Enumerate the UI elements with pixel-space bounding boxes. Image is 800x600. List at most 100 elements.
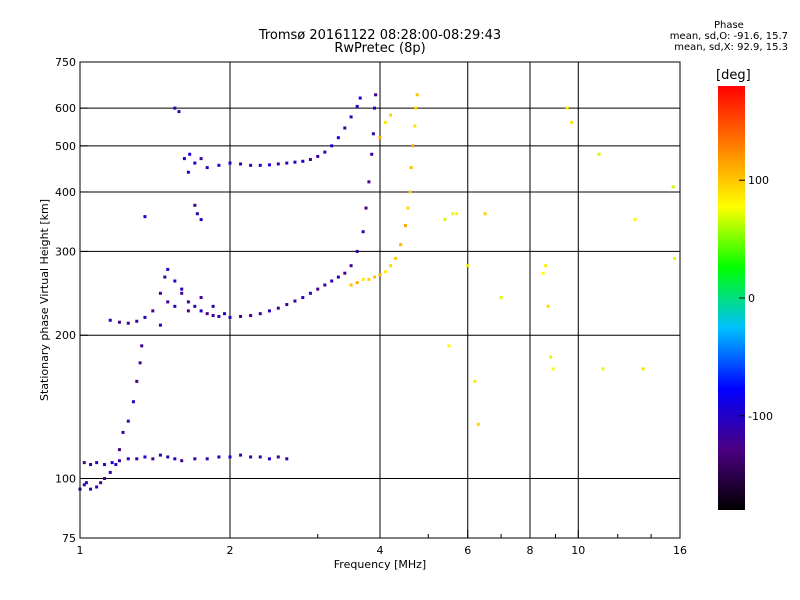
echo-point: [367, 180, 371, 184]
echo-point: [308, 157, 312, 161]
echo-point: [403, 224, 407, 228]
echo-point: [383, 270, 387, 274]
phase-x-line: mean, sd,X: 92.9, 15.3: [674, 42, 788, 53]
echo-point: [343, 271, 347, 275]
echo-point: [143, 215, 147, 219]
echo-point: [301, 159, 305, 163]
y-tick-label: 100: [55, 473, 76, 486]
echo-point: [285, 303, 289, 307]
echo-point: [217, 314, 221, 318]
echo-point: [151, 309, 155, 313]
echo-point: [544, 264, 548, 268]
echo-point: [95, 461, 99, 465]
echo-point: [205, 457, 209, 461]
echo-point: [158, 323, 162, 327]
echo-point: [371, 132, 375, 136]
echo-point: [186, 300, 190, 304]
echo-point: [84, 481, 88, 485]
echo-point: [166, 267, 170, 271]
echo-point: [373, 275, 377, 279]
echo-point: [173, 106, 177, 110]
echo-point: [343, 126, 347, 130]
echo-point: [99, 481, 103, 485]
echo-point: [135, 457, 139, 461]
x-tick-label: 10: [571, 544, 585, 557]
echo-point: [258, 163, 262, 167]
echo-point: [186, 309, 190, 313]
chart-title: Tromsø 20161122 08:28:00-08:29:43: [258, 28, 502, 43]
echo-point: [541, 271, 545, 275]
echo-point: [186, 170, 190, 174]
echo-point: [89, 487, 93, 491]
echo-point: [285, 161, 289, 165]
echo-point: [131, 400, 135, 404]
echo-point: [378, 136, 382, 140]
data-points: [78, 93, 677, 491]
echo-point: [316, 154, 320, 158]
echo-point: [316, 287, 320, 291]
echo-point: [182, 157, 186, 161]
echo-point: [443, 218, 447, 222]
echo-point: [110, 461, 114, 465]
echo-point: [308, 291, 312, 295]
y-tick-label: 200: [55, 329, 76, 342]
x-tick-label: 2: [227, 544, 234, 557]
axis-ticks: 1 2 4 6 8 10 16 75 100 200 300 400 500 600 750: [55, 56, 687, 557]
phase-stats: Phase mean, sd,O: -91.6, 15.7 mean, sd,X…: [670, 20, 788, 53]
echo-point: [126, 419, 130, 423]
echo-point: [267, 457, 271, 461]
echo-point: [414, 106, 418, 110]
grid-lines: [80, 62, 680, 538]
echo-point: [355, 281, 359, 285]
echo-point: [323, 150, 327, 154]
echo-point: [126, 321, 130, 325]
x-tick-label: 6: [464, 544, 471, 557]
echo-point: [180, 459, 184, 463]
echo-point: [193, 203, 197, 207]
echo-point: [82, 461, 86, 465]
echo-point: [193, 457, 197, 461]
echo-point: [199, 218, 203, 222]
echo-point: [205, 312, 209, 316]
echo-point: [199, 296, 203, 300]
echo-point: [409, 166, 413, 170]
echo-point: [239, 162, 243, 166]
echo-point: [483, 212, 487, 216]
echo-point: [267, 309, 271, 313]
echo-point: [349, 283, 353, 287]
chart-subtitle: RwPretec (8p): [334, 41, 426, 56]
colorbar-tick-label: 0: [748, 292, 755, 305]
colorbar-tick-label: -100: [748, 410, 773, 423]
echo-point: [389, 264, 393, 268]
echo-point: [121, 430, 125, 434]
echo-point: [258, 455, 262, 459]
echo-point: [447, 344, 451, 348]
echo-point: [239, 453, 243, 457]
echo-point: [374, 93, 378, 97]
echo-point: [349, 115, 353, 119]
echo-point: [633, 218, 637, 222]
echo-point: [177, 110, 181, 114]
echo-point: [188, 152, 192, 156]
echo-point: [267, 163, 271, 167]
y-tick-label: 400: [55, 186, 76, 199]
echo-point: [276, 162, 280, 166]
echo-point: [364, 206, 368, 210]
echo-point: [349, 264, 353, 268]
echo-point: [355, 249, 359, 253]
echo-point: [415, 93, 419, 97]
phase-header: Phase: [713, 20, 744, 31]
echo-point: [336, 275, 340, 279]
echo-point: [451, 212, 455, 216]
echo-point: [173, 279, 177, 283]
echo-point: [285, 457, 289, 461]
echo-point: [103, 463, 107, 467]
echo-point: [408, 190, 412, 194]
x-axis-label: Frequency [MHz]: [334, 558, 426, 571]
echo-point: [180, 291, 184, 295]
echo-point: [336, 136, 340, 140]
x-tick-label: 16: [673, 544, 687, 557]
echo-point: [406, 206, 410, 210]
echo-point: [394, 256, 398, 260]
